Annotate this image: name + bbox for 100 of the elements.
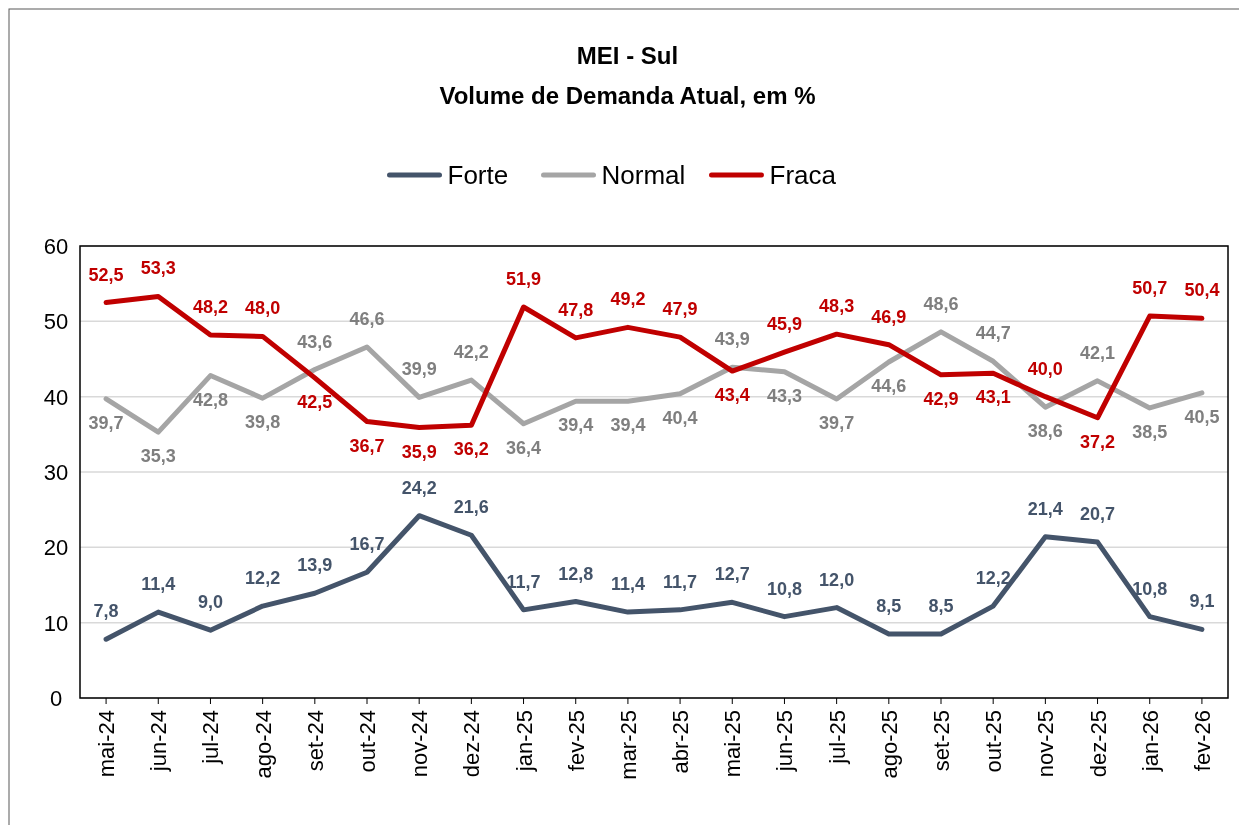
x-tick-label: nov-25 <box>1033 710 1059 778</box>
data-label: 12,8 <box>558 563 594 584</box>
data-label: 43,4 <box>714 385 750 406</box>
data-label: 45,9 <box>766 314 802 335</box>
x-tick-label: ago-25 <box>876 710 902 779</box>
data-label: 37,2 <box>1080 431 1116 452</box>
data-label: 42,1 <box>1080 342 1116 363</box>
x-tick-label: dez-24 <box>459 710 485 778</box>
x-tick-label: nov-24 <box>407 710 433 778</box>
x-tick-label: out-25 <box>981 710 1007 773</box>
y-tick-label: 0 <box>49 686 63 711</box>
x-tick-label: ago-24 <box>250 710 276 779</box>
x-tick-label: abr-25 <box>668 710 694 774</box>
data-label: 10,8 <box>1132 578 1168 599</box>
data-label: 38,5 <box>1132 421 1168 442</box>
data-label: 12,0 <box>819 569 855 590</box>
x-tick-label: jan-25 <box>511 710 537 773</box>
data-label: 35,3 <box>140 446 176 467</box>
data-label: 11,7 <box>506 571 541 592</box>
x-tick-label: fev-26 <box>1189 710 1215 772</box>
data-label: 20,7 <box>1080 504 1116 525</box>
x-tick-label: fev-25 <box>563 710 589 772</box>
data-label: 47,9 <box>662 299 698 320</box>
data-label: 40,0 <box>1027 358 1063 379</box>
data-label: 48,6 <box>923 293 959 314</box>
data-label: 52,5 <box>88 264 124 285</box>
data-label: 39,4 <box>558 415 594 436</box>
y-tick-label: 50 <box>43 309 69 335</box>
x-tick-label: jan-26 <box>1137 710 1163 773</box>
legend-label: Normal <box>601 160 686 190</box>
chart-title: MEI - Sul <box>576 42 679 69</box>
data-label: 11,7 <box>663 571 698 592</box>
data-label: 39,9 <box>401 359 437 380</box>
data-label: 21,6 <box>453 497 489 518</box>
x-tick-label: jul-25 <box>824 710 850 765</box>
data-label: 49,2 <box>610 289 646 310</box>
y-tick-label: 40 <box>43 384 69 410</box>
data-label: 40,4 <box>662 407 698 428</box>
data-label: 39,7 <box>819 412 855 433</box>
data-label: 53,3 <box>140 258 176 279</box>
data-label: 8,5 <box>876 595 902 616</box>
data-label: 9,1 <box>1189 591 1215 612</box>
data-label: 38,6 <box>1027 421 1063 442</box>
y-tick-label: 20 <box>43 535 69 561</box>
data-label: 36,2 <box>453 439 489 460</box>
data-label: 50,4 <box>1184 280 1220 301</box>
data-label: 36,7 <box>349 435 385 456</box>
data-label: 12,2 <box>975 568 1011 589</box>
data-label: 21,4 <box>1027 498 1063 519</box>
data-label: 46,9 <box>871 306 907 327</box>
data-label: 10,8 <box>766 578 802 599</box>
data-label: 8,5 <box>928 595 954 616</box>
data-label: 44,7 <box>975 323 1011 344</box>
data-label: 36,4 <box>506 437 542 458</box>
data-label: 42,5 <box>297 391 333 412</box>
x-tick-label: set-24 <box>302 710 328 772</box>
data-label: 13,9 <box>297 555 333 576</box>
data-label: 42,8 <box>192 389 228 410</box>
x-tick-label: out-24 <box>355 710 380 773</box>
x-tick-label: jun-25 <box>772 710 798 773</box>
data-label: 7,8 <box>93 601 119 622</box>
legend-label: Forte <box>447 160 509 190</box>
data-label: 43,9 <box>714 329 750 350</box>
data-label: 42,2 <box>453 342 489 363</box>
data-label: 50,7 <box>1132 278 1168 299</box>
data-label: 9,0 <box>197 592 223 613</box>
y-tick-label: 60 <box>43 234 69 259</box>
data-label: 11,4 <box>610 574 645 595</box>
data-label: 47,8 <box>558 299 594 320</box>
data-label: 12,2 <box>245 568 281 589</box>
y-tick-label: 10 <box>43 610 69 636</box>
data-label: 43,1 <box>975 387 1011 408</box>
data-label: 42,9 <box>923 388 959 409</box>
data-label: 24,2 <box>401 477 437 498</box>
data-label: 43,6 <box>297 331 333 352</box>
data-label: 40,5 <box>1184 406 1220 427</box>
data-label: 51,9 <box>506 269 542 290</box>
x-tick-label: mai-25 <box>720 710 746 778</box>
x-tick-label: jun-24 <box>146 710 172 773</box>
data-label: 11,4 <box>141 574 176 595</box>
x-tick-label: set-25 <box>929 710 954 772</box>
data-label: 16,7 <box>349 534 385 555</box>
x-tick-label: dez-25 <box>1085 710 1111 778</box>
data-label: 39,7 <box>88 412 124 433</box>
x-tick-label: jul-24 <box>198 710 224 765</box>
data-label: 35,9 <box>401 441 437 462</box>
legend-label: Fraca <box>769 160 837 190</box>
data-label: 48,3 <box>819 296 855 317</box>
data-label: 46,6 <box>349 308 385 329</box>
data-label: 39,4 <box>610 415 646 436</box>
x-tick-label: mar-25 <box>615 710 641 780</box>
data-label: 43,3 <box>766 385 802 406</box>
data-label: 39,8 <box>245 412 281 433</box>
data-label: 12,7 <box>714 564 750 585</box>
x-tick-label: mai-24 <box>94 710 120 778</box>
chart-subtitle: Volume de Demanda Atual, em % <box>439 82 816 109</box>
data-label: 44,6 <box>871 376 907 397</box>
data-label: 48,2 <box>192 296 228 317</box>
y-tick-label: 30 <box>43 460 69 485</box>
data-label: 48,0 <box>245 298 281 319</box>
